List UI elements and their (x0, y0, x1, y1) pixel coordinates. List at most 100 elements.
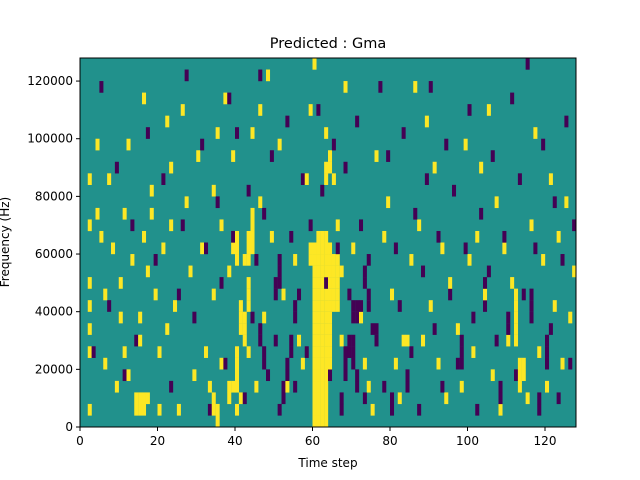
heatmap-cell (289, 346, 294, 358)
heatmap-cell (409, 346, 414, 358)
heatmap-cell (204, 346, 209, 358)
heatmap-cell (87, 300, 92, 312)
heatmap-cell (355, 300, 360, 312)
heatmap-cell (258, 334, 263, 347)
x-axis-label: Time step (297, 456, 357, 470)
heatmap-cell (180, 104, 185, 116)
heatmap-cell (483, 300, 488, 312)
x-tick-label: 80 (382, 434, 397, 448)
heatmap-cell (459, 357, 464, 370)
heatmap-cell (308, 242, 313, 255)
heatmap-cell (312, 277, 317, 289)
x-tick-label: 120 (534, 434, 557, 448)
heatmap-cell (134, 403, 139, 416)
heatmap-cell (343, 369, 348, 382)
heatmap-cell (545, 357, 550, 370)
heatmap-cell (331, 300, 336, 312)
heatmap-cell (138, 392, 143, 405)
heatmap-cell (316, 265, 321, 278)
x-axis-ticks: 0 20 40 60 80 100 120 (76, 427, 556, 448)
heatmap-cell (207, 403, 212, 416)
heatmap-cell (545, 334, 550, 347)
heatmap-cell (328, 265, 333, 278)
heatmap-cell (405, 380, 410, 393)
heatmap-cell (331, 288, 336, 301)
heatmap-cell (312, 380, 317, 393)
heatmap-cell (335, 254, 340, 266)
heatmap-cell (142, 403, 147, 416)
heatmap-cell (273, 277, 278, 289)
heatmap-cell (87, 323, 92, 335)
heatmap-cell (118, 311, 123, 324)
heatmap-cell (312, 403, 317, 416)
heatmap-cell (223, 92, 228, 105)
x-tick-label: 60 (305, 434, 320, 448)
heatmap-cell (355, 369, 360, 382)
heatmap-cell (320, 242, 325, 255)
heatmap-cell (238, 300, 243, 312)
heatmap-cell (510, 92, 515, 105)
heatmap-cell (494, 334, 499, 347)
heatmap-cell (545, 380, 550, 393)
heatmap-cell (548, 173, 553, 185)
heatmap-cell (312, 311, 317, 324)
heatmap-cell (231, 150, 236, 162)
heatmap-cell (87, 403, 92, 416)
heatmap-cell (521, 357, 526, 370)
heatmap-cell (537, 392, 542, 405)
heatmap-cell (483, 288, 488, 301)
heatmap-cell (370, 323, 375, 335)
heatmap-cell (87, 173, 92, 185)
heatmap-cell (328, 254, 333, 266)
heatmap-cell (242, 311, 247, 324)
heatmap-cell (421, 265, 426, 278)
heatmap-cell (343, 357, 348, 370)
heatmap-cell (351, 334, 356, 347)
heatmap-cell (328, 242, 333, 255)
heatmap-cell (506, 323, 511, 335)
heatmap-cell (455, 323, 460, 335)
heatmap-cell (312, 242, 317, 255)
heatmap-cell (459, 380, 464, 393)
heatmap-cell (324, 311, 329, 324)
heatmap-cell (320, 311, 325, 324)
y-tick-label: 100000 (27, 132, 73, 146)
heatmap-cell (316, 334, 321, 347)
heatmap-cell (320, 265, 325, 278)
heatmap-cell (308, 219, 313, 232)
y-tick-label: 20000 (35, 362, 73, 376)
heatmap-cell (494, 196, 499, 209)
heatmap-cell (463, 138, 468, 151)
heatmap-cell (328, 323, 333, 335)
heatmap-cell (514, 369, 519, 382)
heatmap-cell (328, 346, 333, 358)
heatmap-cell (362, 277, 367, 289)
heatmap-cell (312, 369, 317, 382)
heatmap-cell (95, 207, 100, 220)
heatmap-cell (99, 230, 104, 243)
heatmap-cell (235, 127, 240, 139)
heatmap-cell (99, 81, 104, 93)
heatmap-cell (413, 207, 418, 220)
heatmap-cell (386, 150, 391, 162)
heatmap-cell (560, 254, 565, 266)
heatmap-cell (362, 357, 367, 370)
heatmap-cell (335, 219, 340, 232)
heatmap-cell (517, 173, 522, 185)
heatmap-cell (359, 300, 364, 312)
heatmap-cell (246, 254, 251, 266)
heatmap-cell (335, 277, 340, 289)
heatmap-cell (328, 161, 333, 174)
heatmap-cell (390, 288, 395, 301)
heatmap-cell (215, 415, 220, 428)
heatmap-cell (324, 392, 329, 405)
heatmap-cell (211, 288, 216, 301)
heatmap-cell (572, 219, 577, 232)
heatmap-cell (316, 357, 321, 370)
heatmap-cell (424, 173, 429, 185)
heatmap-cell (417, 219, 422, 232)
heatmap-cell (328, 311, 333, 324)
heatmap-cell (254, 254, 259, 266)
heatmap-cell (285, 369, 290, 382)
heatmap-cell (231, 242, 236, 255)
